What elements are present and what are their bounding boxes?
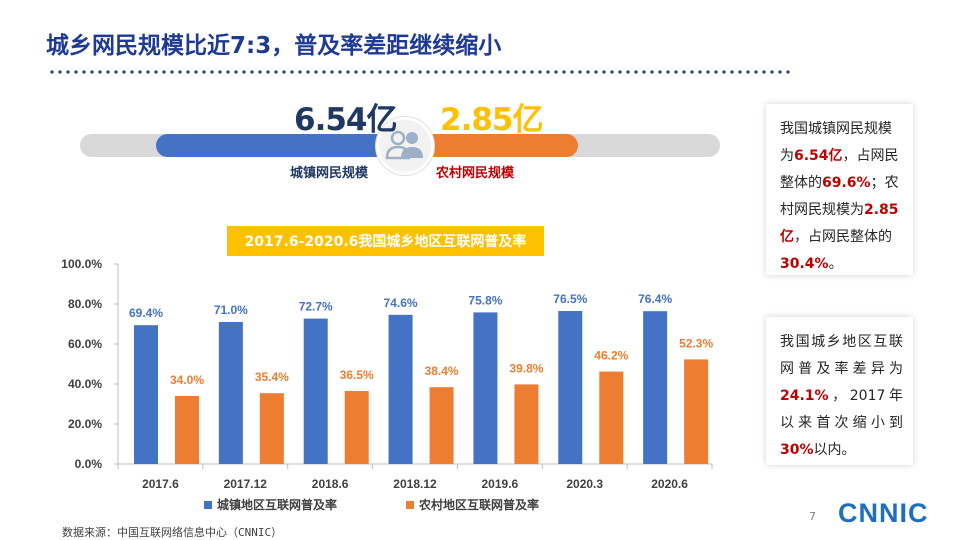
- urban-bar: [388, 314, 413, 464]
- urban-bar: [558, 311, 583, 464]
- people-icon: [376, 117, 434, 175]
- urban-data-label: 76.4%: [638, 292, 672, 306]
- info-text: 。: [828, 256, 843, 272]
- urban-share-bar: [156, 134, 401, 157]
- x-tick-label: 2018.6: [312, 477, 349, 491]
- title-divider: [48, 70, 793, 74]
- info-highlight: 30%: [780, 442, 814, 458]
- rural-data-label: 39.8%: [509, 361, 543, 375]
- legend-swatch-urban: [204, 501, 212, 509]
- rural-users-label: 农村网民规模: [436, 166, 515, 181]
- rural-bar: [599, 371, 624, 464]
- info-highlight: 24.1%: [780, 388, 829, 404]
- rural-bar: [684, 359, 709, 464]
- x-tick-label: 2020.3: [566, 477, 603, 491]
- info-text: ，2017年以来首次缩小到: [780, 388, 903, 431]
- urban-users-value: 6.54亿: [294, 102, 397, 138]
- urban-bar: [218, 322, 243, 464]
- x-tick-label: 2020.6: [651, 477, 688, 491]
- info-text: 以内。: [813, 442, 856, 458]
- urban-bar: [303, 318, 328, 464]
- urban-data-label: 74.6%: [384, 296, 418, 310]
- rural-bar: [429, 387, 454, 464]
- rural-bar: [259, 393, 284, 464]
- urban-data-label: 72.7%: [299, 300, 333, 314]
- rural-bar: [175, 396, 199, 464]
- rural-share-bar: [401, 134, 578, 157]
- y-tick-label: 40.0%: [68, 377, 102, 391]
- page-title: 城乡网民规模比近7:3，普及率差距继续缩小: [46, 33, 502, 59]
- rural-data-label: 52.3%: [679, 336, 713, 350]
- info-highlight: 30.4%: [780, 256, 829, 272]
- info-highlight: 69.6%: [822, 175, 871, 191]
- info-highlight: 6.54亿: [794, 148, 843, 164]
- rural-bar: [344, 391, 369, 464]
- info-text: ，占网民整体的: [794, 229, 892, 245]
- x-tick-label: 2017.6: [142, 477, 179, 491]
- legend-swatch-rural: [406, 501, 414, 509]
- legend-label-urban: 城镇地区互联网普及率: [217, 497, 337, 512]
- urban-data-label: 76.5%: [553, 292, 587, 306]
- info-box-gap: 我国城乡地区互联网普及率差异为 24.1%，2017年以来首次缩小到 30%以内。: [766, 317, 913, 465]
- urban-bar: [643, 311, 668, 464]
- rural-users-value: 2.85亿: [440, 102, 543, 138]
- info-box-scale: 我国城镇网民规模为6.54亿，占网民整体的69.6%；农村网民规模为2.85亿，…: [766, 104, 913, 275]
- y-tick-label: 60.0%: [68, 337, 102, 351]
- rural-data-label: 38.4%: [425, 364, 459, 378]
- rural-data-label: 36.5%: [340, 368, 374, 382]
- x-tick-label: 2019.6: [482, 477, 519, 491]
- data-source: 数据来源：中国互联网络信息中心（CNNIC）: [62, 526, 283, 539]
- info-text: 我国城镇网民规模为: [780, 121, 892, 164]
- chart-title: 2017.6-2020.6我国城乡地区互联网普及率: [227, 226, 544, 256]
- info-highlight: 2.85亿: [780, 202, 899, 245]
- urban-bar: [134, 325, 158, 464]
- x-tick-label: 2017.12: [224, 477, 268, 491]
- rural-data-label: 34.0%: [170, 373, 204, 387]
- urban-data-label: 69.4%: [129, 306, 163, 320]
- info-text: 我国城乡地区互联网普及率差异为: [780, 334, 903, 377]
- legend-label-rural: 农村地区互联网普及率: [418, 497, 539, 512]
- rural-data-label: 35.4%: [255, 370, 289, 384]
- cnnic-logo: CNNIC: [838, 498, 929, 528]
- y-tick-label: 100.0%: [61, 257, 102, 271]
- urban-bar: [473, 312, 498, 464]
- y-tick-label: 20.0%: [68, 417, 102, 431]
- urban-data-label: 71.0%: [214, 303, 248, 317]
- y-tick-label: 80.0%: [68, 297, 102, 311]
- info-text: ，占网民整体的: [780, 148, 899, 191]
- page-number: 7: [809, 510, 816, 523]
- rural-bar: [514, 384, 539, 464]
- x-tick-label: 2018.12: [393, 477, 437, 491]
- y-tick-label: 0.0%: [75, 457, 103, 471]
- rural-data-label: 46.2%: [594, 349, 628, 363]
- urban-data-label: 75.8%: [468, 293, 502, 307]
- people-icon-graphic: [385, 130, 423, 160]
- urban-users-label: 城镇网民规模: [290, 166, 369, 181]
- info-text: ；农村网民规模为: [780, 175, 899, 218]
